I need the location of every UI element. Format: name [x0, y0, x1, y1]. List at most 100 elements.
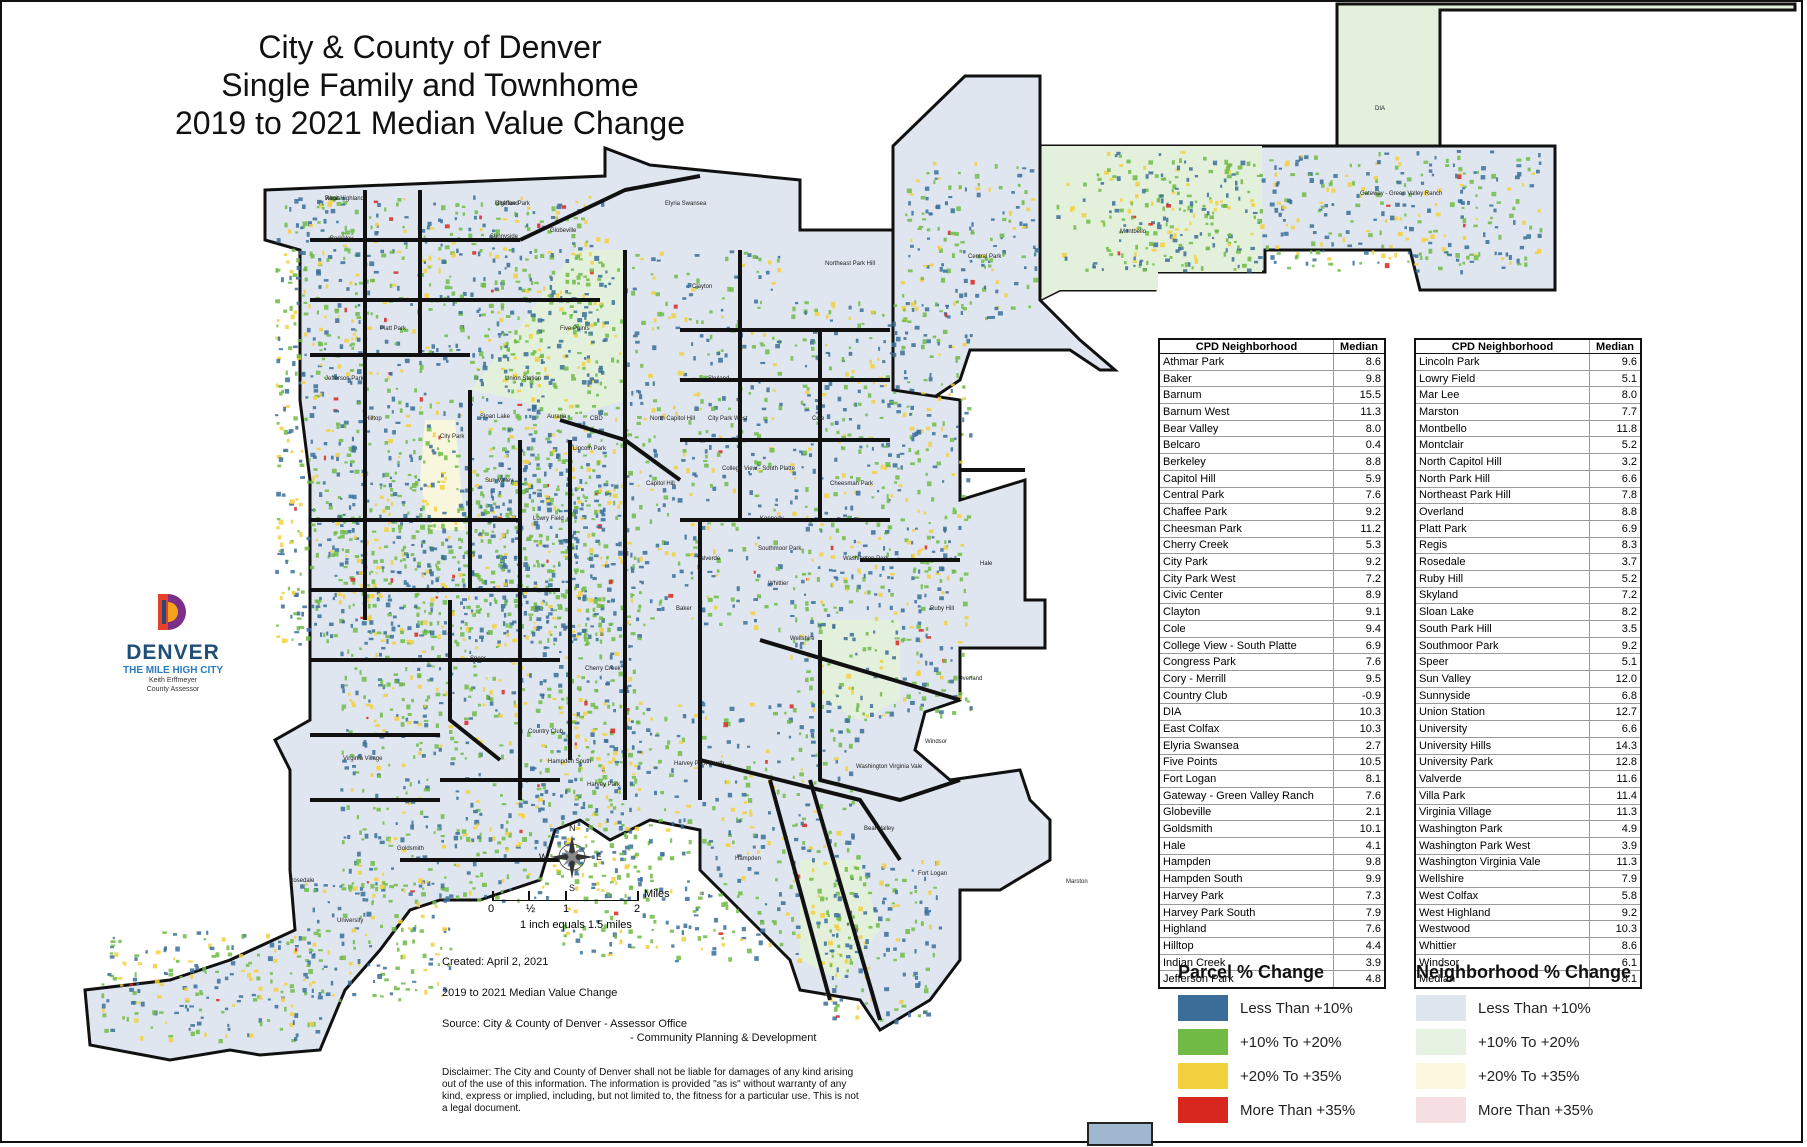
- table-row: Barnum 15.5: [1159, 386, 1385, 405]
- neighborhood-name: Berkeley: [1159, 453, 1334, 471]
- median-change: 7.2: [1333, 570, 1385, 588]
- city-body: [83, 145, 1052, 1062]
- boundary-line: [448, 600, 961, 862]
- median-change: 6.9: [1589, 520, 1641, 538]
- median-change: 15.5: [1333, 386, 1385, 405]
- table-row: Washington Park 4.9: [1415, 820, 1641, 838]
- legend-swatch: [1178, 1029, 1228, 1055]
- median-change: 6.6: [1589, 470, 1641, 488]
- neighborhood-label: Wellshire: [790, 636, 815, 642]
- table-row: Hampden South 9.9: [1159, 870, 1385, 888]
- neighborhood-label: Highland: [495, 201, 519, 207]
- neighborhood-label: Washington Park: [843, 556, 889, 562]
- table-header-median: Median: [1333, 339, 1385, 354]
- neighborhood-name: Sunnyside: [1415, 687, 1590, 705]
- neighborhood-name: North Park Hill: [1415, 470, 1590, 488]
- legend-label: More Than +35%: [1240, 1101, 1356, 1119]
- neighborhood-name: Hilltop: [1159, 937, 1334, 955]
- table-row: Bear Valley 8.0: [1159, 420, 1385, 438]
- neighborhood-label: Southmoor Park: [758, 546, 802, 552]
- neighborhood-name: Cole: [1159, 620, 1334, 638]
- neighborhood-label: Bear Valley: [864, 826, 894, 832]
- table-row: University 6.6: [1415, 720, 1641, 738]
- neighborhood-name: Southmoor Park: [1415, 637, 1590, 655]
- table-row: Civic Center 8.9: [1159, 587, 1385, 605]
- neighborhood-label: Ruby Hill: [930, 606, 954, 612]
- median-change: 9.8: [1333, 854, 1385, 872]
- neighborhood-label: Montbello: [1120, 229, 1147, 235]
- neighborhood-label: Hilltop: [365, 416, 382, 422]
- neighborhood-name: Mar Lee: [1415, 386, 1590, 405]
- table-row: Cheesman Park 11.2: [1159, 520, 1385, 538]
- median-change: 9.5: [1333, 670, 1385, 688]
- table-row: Elyria Swansea 2.7: [1159, 737, 1385, 755]
- neighborhood-label: City Park West: [708, 416, 748, 422]
- median-change: 10.3: [1333, 720, 1385, 738]
- median-change: 6.6: [1589, 720, 1641, 738]
- neighborhood-name: Windsor: [1415, 954, 1590, 972]
- median-change: 5.1: [1589, 653, 1641, 672]
- table-row: College View - South Platte 6.9: [1159, 637, 1385, 655]
- table-row: Montbello 11.8: [1415, 420, 1641, 438]
- neighborhood-name: Chaffee Park: [1159, 503, 1334, 521]
- neighborhood-name: Barnum West: [1159, 403, 1334, 421]
- table-header-median: Median: [1589, 339, 1641, 354]
- neighborhood-name: Washington Virginia Vale: [1415, 854, 1590, 872]
- scale-bar-line: Miles: [492, 888, 670, 901]
- table-row: Washington Park West 3.9: [1415, 837, 1641, 855]
- neighborhood-name: Harvey Park South: [1159, 904, 1334, 922]
- median-change: 11.8: [1589, 420, 1641, 438]
- table-row: Belcaro 0.4: [1159, 436, 1385, 455]
- neighborhood-name: Speer: [1415, 653, 1590, 672]
- scale-unit: Miles: [644, 888, 670, 900]
- median-change: 8.6: [1333, 353, 1385, 371]
- table-row: Virginia Village 11.3: [1415, 804, 1641, 822]
- median-change: 5.3: [1333, 537, 1385, 555]
- scale-note: 1 inch equals 1.5 miles: [520, 919, 632, 931]
- scroll-thumb[interactable]: [1087, 1122, 1153, 1146]
- table-row: Central Park 7.6: [1159, 487, 1385, 505]
- neighborhood-name: Montbello: [1415, 420, 1590, 438]
- table-row: Northeast Park Hill 7.8: [1415, 487, 1641, 505]
- legend-label: +10% To +20%: [1240, 1033, 1342, 1051]
- median-change: 8.6: [1589, 937, 1641, 955]
- neighborhood-label: Regis: [325, 196, 340, 202]
- neighborhood-label: Overland: [958, 676, 982, 682]
- table-header-neighborhood: CPD Neighborhood: [1415, 339, 1590, 354]
- median-change: 4.9: [1589, 820, 1641, 838]
- neighborhood-name: Northeast Park Hill: [1415, 487, 1590, 505]
- table-row: City Park 9.2: [1159, 553, 1385, 571]
- source-line-1: Source: City & County of Denver - Assess…: [442, 1018, 687, 1030]
- table-row: Overland 8.8: [1415, 503, 1641, 521]
- neighborhood-label: Cherry Creek: [585, 666, 622, 672]
- neighborhood-label: Goldsmith: [397, 846, 424, 852]
- median-change: 5.9: [1333, 470, 1385, 488]
- median-change: 9.2: [1589, 637, 1641, 655]
- table-row: Washington Virginia Vale 11.3: [1415, 854, 1641, 872]
- neighborhood-label: DIA: [1375, 106, 1385, 112]
- median-change: 10.5: [1333, 754, 1385, 772]
- neighborhood-label: Cheesman Park: [830, 481, 874, 487]
- neighborhood-name: Sun Valley: [1415, 670, 1590, 688]
- neighborhood-label: Lowry Field: [533, 516, 564, 522]
- median-change: 3.2: [1589, 453, 1641, 471]
- neighborhood-name: Union Station: [1415, 703, 1590, 722]
- median-change: 7.9: [1333, 904, 1385, 922]
- neighborhood-legend: Neighborhood % Change Less Than +10% +10%…: [1416, 962, 1631, 1127]
- table-row: West Colfax 5.8: [1415, 887, 1641, 905]
- table-row: Wellshire 7.9: [1415, 870, 1641, 888]
- table-row: Regis 8.3: [1415, 537, 1641, 555]
- table-row: Chaffee Park 9.2: [1159, 503, 1385, 521]
- neighborhood-name: City Park West: [1159, 570, 1334, 588]
- neighborhood-label: Jefferson Park: [325, 376, 365, 382]
- neighborhood-name: Cory - Merrill: [1159, 670, 1334, 688]
- legend-item: More Than +35%: [1178, 1093, 1355, 1127]
- neighborhood-name: Central Park: [1159, 487, 1334, 505]
- table-row: Baker 9.8: [1159, 370, 1385, 388]
- scale-label-0: 0: [488, 903, 495, 915]
- table-row: Montclair 5.2: [1415, 436, 1641, 455]
- median-change: 9.2: [1333, 503, 1385, 521]
- table-row: North Park Hill 6.6: [1415, 470, 1641, 488]
- legend-swatch: [1416, 995, 1466, 1021]
